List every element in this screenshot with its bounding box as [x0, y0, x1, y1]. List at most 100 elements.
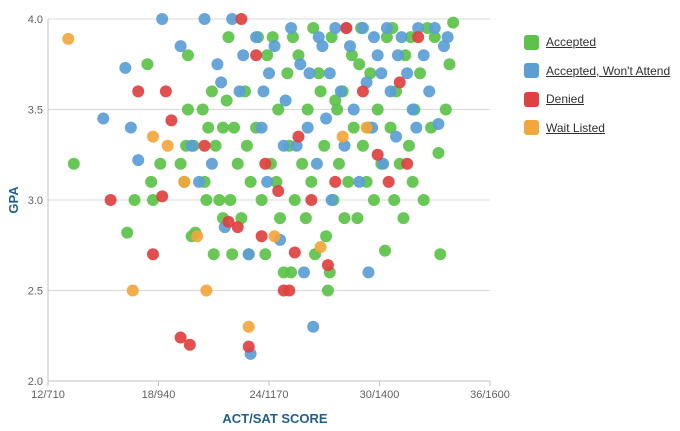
- data-point: [412, 31, 425, 44]
- data-point: [345, 49, 358, 62]
- data-point: [364, 67, 377, 80]
- data-point: [397, 212, 410, 225]
- data-point: [181, 103, 194, 116]
- data-point: [174, 157, 187, 170]
- data-point: [325, 194, 338, 206]
- data-point: [121, 226, 134, 239]
- x-axis: 12/710 18/940 24/1170 30/1400 36/1600: [31, 381, 510, 401]
- data-point: [216, 121, 229, 134]
- legend-label: Wait Listed: [546, 120, 605, 135]
- legend-item-wait-listed[interactable]: Wait Listed: [524, 114, 670, 143]
- data-point: [417, 194, 430, 206]
- data-point: [62, 32, 75, 45]
- data-point: [274, 212, 287, 225]
- data-point: [314, 241, 327, 254]
- data-point: [351, 212, 364, 225]
- x-tick-label: 24/1170: [250, 389, 289, 401]
- data-point: [384, 121, 397, 134]
- data-point: [367, 194, 380, 206]
- data-point: [191, 230, 204, 243]
- data-point: [228, 121, 241, 134]
- data-point: [240, 139, 253, 152]
- data-point: [428, 22, 441, 35]
- data-point: [391, 49, 404, 62]
- data-point: [242, 340, 255, 353]
- data-point: [277, 139, 290, 152]
- data-point: [146, 194, 159, 206]
- data-point: [272, 184, 285, 197]
- data-point: [310, 157, 323, 170]
- data-point: [303, 67, 316, 80]
- data-point: [165, 114, 178, 127]
- data-point: [441, 31, 454, 44]
- data-point: [417, 49, 430, 62]
- data-point: [174, 331, 187, 344]
- data-point: [233, 85, 246, 98]
- x-tick-label: 30/1400: [360, 389, 400, 401]
- data-point: [235, 212, 248, 225]
- data-point: [336, 130, 349, 143]
- data-point: [297, 266, 310, 279]
- data-point: [432, 146, 445, 159]
- data-point: [414, 67, 427, 80]
- data-point: [360, 121, 373, 134]
- data-point: [141, 58, 154, 71]
- y-tick-label: 4.0: [28, 14, 43, 26]
- data-point: [292, 49, 305, 62]
- data-point: [288, 246, 301, 259]
- data-point: [222, 31, 235, 44]
- data-point: [305, 194, 318, 206]
- data-point: [443, 58, 456, 71]
- data-point: [185, 139, 198, 152]
- data-point: [320, 112, 333, 125]
- data-point: [382, 175, 395, 188]
- data-point: [255, 194, 268, 206]
- data-point: [146, 130, 159, 143]
- data-point: [156, 13, 169, 25]
- data-point: [406, 103, 419, 116]
- data-point: [270, 175, 283, 188]
- data-point: [213, 194, 226, 206]
- data-point: [334, 85, 347, 98]
- data-point: [301, 121, 314, 134]
- data-point: [356, 139, 369, 152]
- data-point: [193, 175, 206, 188]
- data-point: [316, 40, 329, 53]
- data-point: [362, 266, 375, 279]
- legend-item-denied[interactable]: Denied: [524, 85, 670, 114]
- data-point: [266, 31, 279, 44]
- data-point: [146, 248, 159, 261]
- data-point: [428, 31, 441, 44]
- legend-swatch: [524, 63, 539, 79]
- data-point: [299, 212, 312, 225]
- data-point: [268, 230, 281, 243]
- data-point: [375, 67, 388, 80]
- data-point: [235, 13, 248, 25]
- legend-item-accepted[interactable]: Accepted: [524, 28, 670, 57]
- data-point: [342, 175, 355, 188]
- series-accepted-won-t-attend: [97, 13, 454, 360]
- y-tick-label: 2.0: [28, 376, 43, 388]
- series-denied: [104, 13, 425, 353]
- data-point: [174, 40, 187, 53]
- data-point: [305, 175, 318, 188]
- y-tick-label: 3.5: [28, 105, 43, 117]
- data-point: [259, 248, 272, 261]
- data-point: [207, 248, 220, 261]
- data-point: [329, 22, 342, 35]
- data-point: [231, 157, 244, 170]
- data-point: [250, 31, 263, 44]
- data-point: [231, 221, 244, 234]
- data-point: [126, 284, 139, 297]
- data-point: [347, 121, 360, 134]
- data-point: [198, 13, 211, 25]
- data-point: [320, 230, 333, 243]
- legend-item-accepted-wont-attend[interactable]: Accepted, Won't Attend: [524, 57, 670, 86]
- data-point: [410, 121, 423, 134]
- data-point: [263, 67, 275, 80]
- data-point: [340, 22, 353, 35]
- data-point: [447, 16, 460, 29]
- data-point: [384, 85, 397, 98]
- data-point: [301, 103, 314, 116]
